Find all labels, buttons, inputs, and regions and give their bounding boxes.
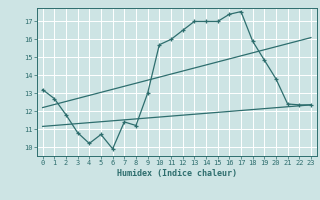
X-axis label: Humidex (Indice chaleur): Humidex (Indice chaleur) [117, 169, 237, 178]
